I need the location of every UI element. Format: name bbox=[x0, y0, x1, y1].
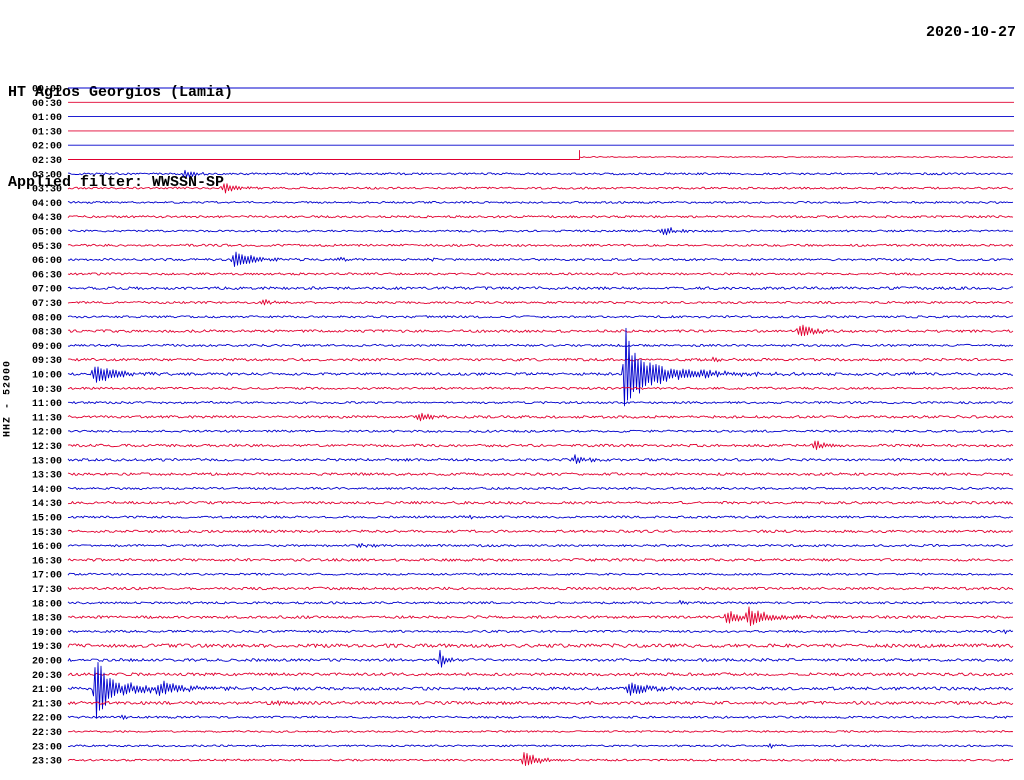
filter-label: Applied filter: WWSSN-SP bbox=[8, 174, 225, 191]
row-time-label-2300: 23:00 bbox=[32, 742, 62, 753]
trace-row-2100 bbox=[67, 662, 1014, 719]
row-time-label-0200: 02:00 bbox=[32, 142, 62, 153]
trace-row-0730 bbox=[67, 299, 1014, 306]
trace-row-0900 bbox=[67, 343, 1014, 347]
row-time-label-1430: 14:30 bbox=[32, 499, 62, 510]
trace-row-1700 bbox=[67, 572, 1014, 576]
trace-row-1430 bbox=[67, 500, 1014, 505]
row-time-label-2030: 20:30 bbox=[32, 671, 62, 682]
row-time-label-1800: 18:00 bbox=[32, 599, 62, 610]
row-time-label-1730: 17:30 bbox=[32, 585, 62, 596]
row-time-label-0930: 09:30 bbox=[32, 356, 62, 367]
trace-row-1630 bbox=[67, 558, 1014, 562]
row-time-label-1230: 12:30 bbox=[32, 442, 62, 453]
trace-row-0630 bbox=[67, 272, 1014, 276]
trace-row-0700 bbox=[67, 286, 1014, 291]
row-time-label-1530: 15:30 bbox=[32, 528, 62, 539]
trace-row-0600 bbox=[67, 251, 1014, 267]
trace-row-1400 bbox=[67, 486, 1014, 490]
row-time-label-1130: 11:30 bbox=[32, 413, 62, 424]
row-time-label-1300: 13:00 bbox=[32, 456, 62, 467]
row-time-label-0400: 04:00 bbox=[32, 199, 62, 210]
row-time-label-0700: 07:00 bbox=[32, 285, 62, 296]
row-time-label-2000: 20:00 bbox=[32, 657, 62, 668]
row-time-label-2230: 22:30 bbox=[32, 728, 62, 739]
row-time-label-0530: 05:30 bbox=[32, 242, 62, 253]
row-time-label-0500: 05:00 bbox=[32, 228, 62, 239]
row-time-label-1100: 11:00 bbox=[32, 399, 62, 410]
trace-row-2000 bbox=[67, 649, 1014, 668]
row-time-label-2330: 23:30 bbox=[32, 757, 62, 768]
row-time-label-0300: 03:00 bbox=[32, 170, 62, 181]
trace-row-2200 bbox=[67, 714, 1014, 720]
row-time-label-1330: 13:30 bbox=[32, 471, 62, 482]
trace-row-0530 bbox=[67, 243, 1014, 247]
trace-row-1930 bbox=[67, 643, 1014, 648]
row-time-label-2100: 21:00 bbox=[32, 685, 62, 696]
row-time-label-0830: 08:30 bbox=[32, 328, 62, 339]
trace-row-1200 bbox=[67, 429, 1014, 433]
row-time-label-0800: 08:00 bbox=[32, 313, 62, 324]
trace-row-1830 bbox=[67, 606, 1014, 627]
trace-row-0430 bbox=[67, 215, 1014, 219]
trace-row-0230 bbox=[68, 150, 1014, 160]
trace-row-0800 bbox=[67, 315, 1014, 319]
trace-row-1000 bbox=[67, 327, 1014, 407]
trace-row-0830 bbox=[67, 324, 1014, 337]
row-time-label-1000: 10:00 bbox=[32, 371, 62, 382]
row-time-label-1630: 16:30 bbox=[32, 556, 62, 567]
trace-row-2030 bbox=[67, 672, 1014, 677]
row-time-label-0600: 06:00 bbox=[32, 256, 62, 267]
row-time-label-1900: 19:00 bbox=[32, 628, 62, 639]
trace-row-1600 bbox=[67, 542, 1014, 548]
trace-row-0500 bbox=[67, 227, 1014, 236]
trace-row-2230 bbox=[67, 730, 1014, 733]
trace-row-1330 bbox=[67, 472, 1014, 476]
row-time-label-1830: 18:30 bbox=[32, 614, 62, 625]
row-time-label-0330: 03:30 bbox=[32, 185, 62, 196]
row-time-label-0730: 07:30 bbox=[32, 299, 62, 310]
row-time-label-1700: 17:00 bbox=[32, 571, 62, 582]
trace-row-1530 bbox=[67, 529, 1014, 534]
trace-row-1900 bbox=[67, 629, 1014, 635]
trace-row-2300 bbox=[67, 743, 1014, 749]
trace-row-2130 bbox=[67, 700, 1014, 706]
trace-row-0300 bbox=[67, 169, 1014, 178]
trace-row-1030 bbox=[67, 386, 1014, 390]
trace-row-0400 bbox=[67, 200, 1014, 204]
trace-row-1130 bbox=[67, 412, 1014, 422]
row-time-label-0630: 06:30 bbox=[32, 270, 62, 281]
trace-row-0930 bbox=[67, 356, 1014, 363]
trace-row-1500 bbox=[67, 514, 1014, 520]
row-time-label-1200: 12:00 bbox=[32, 428, 62, 439]
row-time-label-2130: 21:30 bbox=[32, 699, 62, 710]
row-time-label-0130: 01:30 bbox=[32, 127, 62, 138]
date-label: 2020-10-27 bbox=[925, 24, 1016, 41]
row-time-label-0100: 01:00 bbox=[32, 113, 62, 124]
trace-row-0330 bbox=[67, 183, 1014, 194]
trace-row-2330 bbox=[67, 752, 1014, 767]
row-time-label-0430: 04:30 bbox=[32, 213, 62, 224]
trace-row-1230 bbox=[67, 440, 1014, 451]
trace-row-1300 bbox=[67, 454, 1014, 464]
row-time-label-1030: 10:30 bbox=[32, 385, 62, 396]
row-time-label-1930: 19:30 bbox=[32, 642, 62, 653]
trace-row-1100 bbox=[67, 401, 1014, 405]
row-time-label-0000: 00:00 bbox=[32, 85, 62, 96]
row-time-label-1400: 14:00 bbox=[32, 485, 62, 496]
row-time-label-2200: 22:00 bbox=[32, 714, 62, 725]
row-time-label-0030: 00:30 bbox=[32, 99, 62, 110]
row-time-label-1600: 16:00 bbox=[32, 542, 62, 553]
trace-row-1730 bbox=[67, 586, 1014, 591]
trace-row-1800 bbox=[67, 599, 1014, 605]
row-time-label-1500: 15:00 bbox=[32, 514, 62, 525]
row-time-label-0900: 09:00 bbox=[32, 342, 62, 353]
row-time-label-0230: 02:30 bbox=[32, 156, 62, 167]
